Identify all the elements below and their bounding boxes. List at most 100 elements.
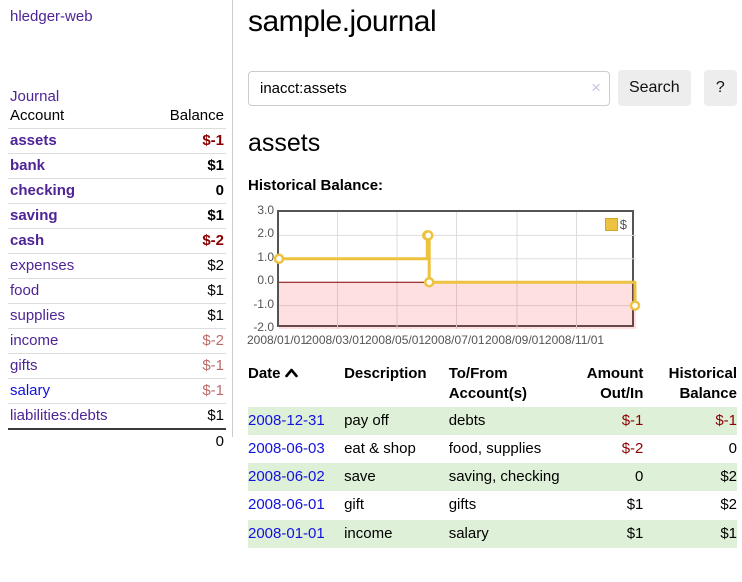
account-balance: $1 bbox=[146, 153, 226, 179]
account-row: expenses $2 bbox=[8, 253, 226, 279]
account-row: gifts $-1 bbox=[8, 353, 226, 379]
account-link-liabilities-debts[interactable]: liabilities:debts bbox=[10, 407, 108, 424]
account-link-saving[interactable]: saving bbox=[10, 207, 58, 224]
register-table: Date Description To/From Account(s) Amou… bbox=[248, 362, 737, 548]
register-row: 2008-06-03 eat & shop food, supplies $-2 0 bbox=[248, 435, 737, 463]
transaction-balance: $2 bbox=[643, 463, 737, 492]
account-balance: $2 bbox=[146, 253, 226, 279]
sidebar-item-journal[interactable]: Journal bbox=[10, 88, 60, 105]
transaction-date-link[interactable]: 2008-06-01 bbox=[248, 496, 325, 514]
register-header-description: Description bbox=[344, 365, 427, 382]
search-button[interactable]: Search bbox=[618, 70, 691, 106]
account-link-checking[interactable]: checking bbox=[10, 182, 76, 199]
account-balance: $-2 bbox=[146, 328, 226, 354]
x-axis-tick-label: 2008/11/01 bbox=[544, 333, 605, 347]
transaction-balance: $-1 bbox=[643, 406, 737, 435]
accounts-header-account: Account bbox=[10, 107, 65, 124]
accounts-total-row: 0 bbox=[8, 428, 226, 454]
chart-plot-area: $ bbox=[273, 210, 641, 329]
account-row: assets $-1 bbox=[8, 128, 226, 154]
account-link-assets[interactable]: assets bbox=[10, 132, 57, 149]
help-button[interactable]: ? bbox=[703, 70, 737, 106]
transaction-description: pay off bbox=[344, 406, 449, 435]
data-point-marker[interactable] bbox=[422, 230, 434, 241]
account-row: bank $1 bbox=[8, 153, 226, 179]
negative-region bbox=[279, 282, 636, 329]
account-balance: $-1 bbox=[146, 128, 226, 154]
register-row: 2008-01-01 income salary $1 $1 bbox=[248, 519, 737, 548]
search-input[interactable] bbox=[248, 70, 610, 106]
x-axis-tick-label: 2008/09/01 bbox=[484, 333, 546, 347]
account-row: income $-2 bbox=[8, 328, 226, 354]
x-axis-tick-label: 2008/07/01 bbox=[424, 333, 485, 347]
y-axis-tick-label: 0.0 bbox=[257, 273, 274, 288]
app-title-link[interactable]: hledger-web bbox=[10, 8, 93, 25]
chart-title: Historical Balance: bbox=[248, 177, 384, 194]
transaction-amount: $-2 bbox=[621, 439, 644, 457]
transaction-date-link[interactable]: 2008-12-31 bbox=[248, 411, 325, 429]
account-link-salary[interactable]: salary bbox=[10, 382, 51, 399]
account-balance: $-1 bbox=[146, 378, 226, 404]
search-form: × Search ? bbox=[248, 70, 737, 106]
transaction-balance: $1 bbox=[643, 519, 737, 548]
transaction-amount: 0 bbox=[586, 463, 644, 492]
register-header-row: Date Description To/From Account(s) Amou… bbox=[248, 362, 737, 407]
account-link-supplies[interactable]: supplies bbox=[10, 307, 66, 324]
account-link-gifts[interactable]: gifts bbox=[10, 357, 38, 374]
account-row: food $1 bbox=[8, 278, 226, 304]
account-link-income[interactable]: income bbox=[10, 332, 59, 349]
account-balance: $-2 bbox=[146, 228, 226, 254]
transaction-date-link[interactable]: 2008-06-02 bbox=[248, 468, 325, 485]
data-point-marker[interactable] bbox=[273, 253, 285, 265]
account-link-cash[interactable]: cash bbox=[10, 232, 45, 249]
accounts-total-value: 0 bbox=[146, 428, 226, 454]
transaction-amount: $1 bbox=[626, 496, 644, 514]
data-point-marker[interactable] bbox=[629, 300, 641, 311]
transaction-balance: 0 bbox=[728, 439, 737, 457]
register-header-accounts: To/From Account(s) bbox=[448, 365, 528, 403]
accounts-table: Account Balance assets $-1 bank $1 checking 0… bbox=[8, 104, 226, 454]
register-row: 2008-06-01 gift gifts $1 $2 bbox=[248, 491, 737, 519]
transaction-amount: $-1 bbox=[586, 406, 644, 435]
page-title: sample.journal bbox=[248, 5, 437, 38]
x-axis-tick-label: 2008/05/01 bbox=[364, 333, 426, 347]
y-axis-tick-label: -1.0 bbox=[253, 296, 274, 311]
register-header-balance: Historical Balance bbox=[668, 365, 737, 403]
account-link-bank[interactable]: bank bbox=[10, 157, 46, 174]
transaction-description: gift bbox=[344, 496, 365, 514]
transaction-description: save bbox=[344, 463, 449, 492]
account-balance: $1 bbox=[146, 203, 226, 229]
transaction-accounts: gifts bbox=[448, 496, 477, 514]
sort-ascending-icon bbox=[284, 368, 298, 378]
transaction-accounts: saving, checking bbox=[448, 463, 587, 492]
transaction-date-link[interactable]: 2008-06-03 bbox=[248, 439, 325, 457]
account-balance: $1 bbox=[146, 278, 226, 304]
register-header-date[interactable]: Date bbox=[248, 362, 344, 407]
accounts-table-header-row: Account Balance bbox=[8, 104, 226, 129]
legend-swatch-icon bbox=[604, 218, 618, 231]
y-axis-tick-label: 3.0 bbox=[257, 203, 274, 217]
transaction-description: income bbox=[344, 519, 449, 548]
account-heading: assets bbox=[248, 129, 321, 157]
sidebar: hledger-web Journal Account Balance asse… bbox=[0, 0, 232, 454]
register-row: 2008-06-02 save saving, checking 0 $2 bbox=[248, 463, 737, 492]
y-axis-tick-label: 2.0 bbox=[257, 226, 274, 241]
clear-search-icon[interactable]: × bbox=[591, 77, 601, 97]
sidebar-divider bbox=[232, 0, 233, 437]
account-balance: $1 bbox=[146, 303, 226, 329]
x-axis-tick-label: 2008/03/01 bbox=[305, 333, 366, 347]
account-row: checking 0 bbox=[8, 178, 226, 204]
account-link-expenses[interactable]: expenses bbox=[10, 257, 75, 274]
transaction-date-link[interactable]: 2008-01-01 bbox=[248, 524, 325, 542]
transaction-description: eat & shop bbox=[344, 439, 416, 457]
account-balance: 0 bbox=[146, 178, 226, 204]
y-axis-tick-label: 1.0 bbox=[257, 249, 274, 264]
data-point-marker[interactable] bbox=[423, 276, 435, 288]
account-row: saving $1 bbox=[8, 203, 226, 229]
account-link-food[interactable]: food bbox=[10, 282, 40, 299]
y-axis-tick-label: -2.0 bbox=[253, 320, 274, 334]
account-balance: $-1 bbox=[146, 353, 226, 379]
register-header-amount: Amount Out/In bbox=[586, 365, 644, 403]
account-row: salary $-1 bbox=[8, 378, 226, 404]
transaction-accounts: salary bbox=[448, 519, 587, 548]
